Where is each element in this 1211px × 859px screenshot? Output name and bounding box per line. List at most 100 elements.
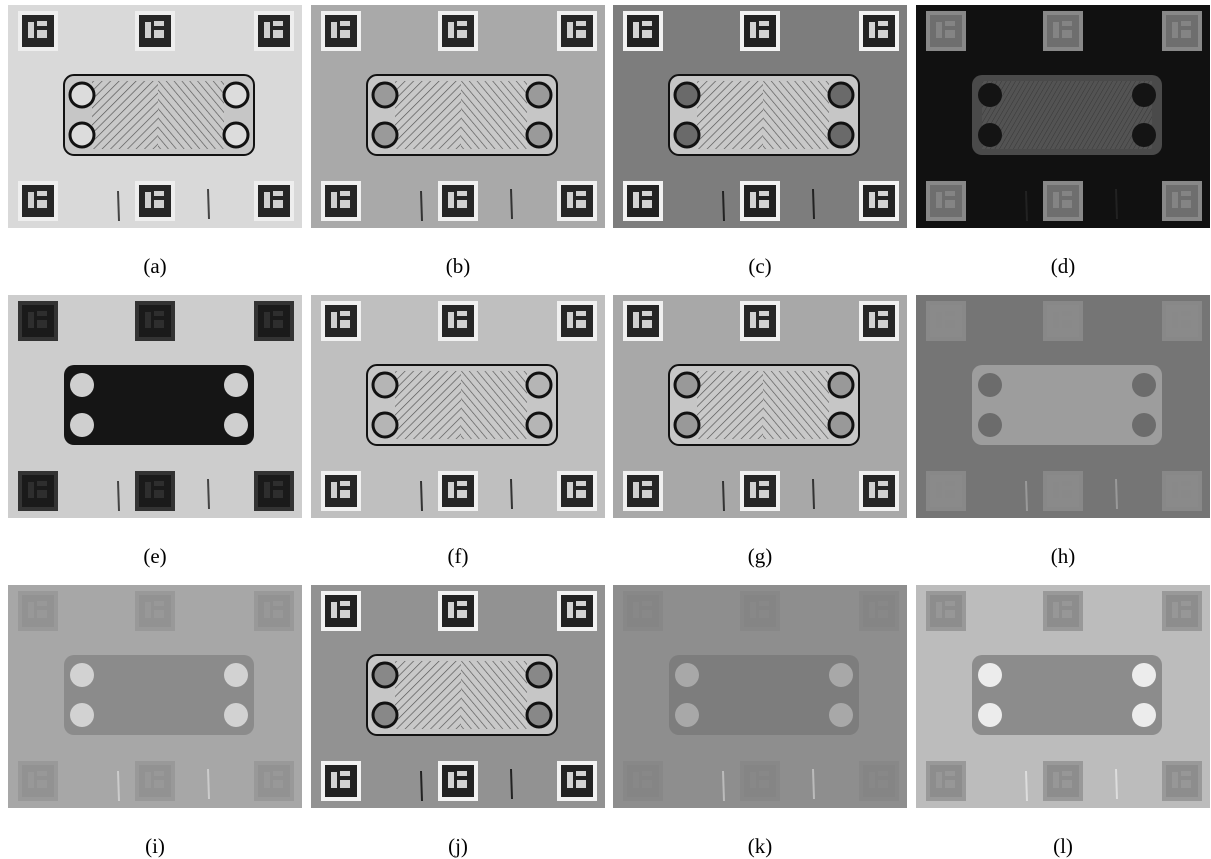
plate-pattern — [982, 81, 1152, 149]
marker-bit — [945, 30, 955, 38]
port-hole — [373, 703, 397, 727]
marker-bit — [340, 30, 350, 38]
marker-bit — [145, 482, 151, 498]
marker-bit — [945, 780, 955, 788]
image-panel — [8, 585, 302, 808]
marker-bit — [448, 602, 454, 618]
caption: (c) — [748, 254, 771, 278]
marker-bit — [457, 771, 467, 776]
port-hole — [675, 663, 699, 687]
port-hole — [224, 83, 248, 107]
marker-bit — [633, 602, 639, 618]
marker-bit — [945, 601, 955, 606]
port-hole — [527, 123, 551, 147]
marker-bit — [576, 200, 586, 208]
plate — [64, 655, 254, 735]
port-hole — [70, 123, 94, 147]
marker-bit — [273, 191, 283, 196]
marker-bit — [1053, 22, 1059, 38]
port-hole — [1132, 413, 1156, 437]
marker-bit — [750, 772, 756, 788]
port-hole — [1132, 83, 1156, 107]
port-hole — [70, 413, 94, 437]
port-hole — [829, 413, 853, 437]
caption: (b) — [446, 254, 471, 278]
marker-bit — [448, 312, 454, 328]
marker-bit — [759, 191, 769, 196]
marker-bit — [28, 192, 34, 208]
plate — [972, 365, 1162, 445]
marker-bit — [273, 610, 283, 618]
image-panel — [916, 295, 1210, 518]
marker-bit — [1181, 601, 1191, 606]
caption: (f) — [448, 544, 469, 568]
marker-bit — [642, 490, 652, 498]
marker-bit — [273, 481, 283, 486]
marker-bit — [576, 30, 586, 38]
port-hole — [224, 123, 248, 147]
marker-bit — [642, 200, 652, 208]
marker-bit — [154, 30, 164, 38]
plate — [972, 655, 1162, 735]
marker-bit — [145, 22, 151, 38]
marker-bit — [869, 192, 875, 208]
marker-bit — [1172, 312, 1178, 328]
marker-bit — [154, 771, 164, 776]
port-hole — [978, 83, 1002, 107]
marker-bit — [37, 30, 47, 38]
marker-bit — [759, 780, 769, 788]
marker-bit — [264, 312, 270, 328]
plate-pattern — [92, 81, 158, 149]
port-hole — [373, 83, 397, 107]
marker-bit — [340, 490, 350, 498]
marker-bit — [1181, 490, 1191, 498]
marker-bit — [759, 481, 769, 486]
marker-bit — [340, 21, 350, 26]
port-hole — [70, 83, 94, 107]
marker-bit — [37, 200, 47, 208]
marker-bit — [945, 481, 955, 486]
marker-bit — [457, 320, 467, 328]
marker-bit — [340, 780, 350, 788]
marker-bit — [145, 602, 151, 618]
marker-bit — [1181, 771, 1191, 776]
marker-bit — [145, 312, 151, 328]
port-hole — [224, 373, 248, 397]
caption: (d) — [1051, 254, 1076, 278]
marker-bit — [264, 772, 270, 788]
marker-bit — [1181, 481, 1191, 486]
marker-bit — [273, 601, 283, 606]
marker-bit — [28, 22, 34, 38]
marker-bit — [340, 601, 350, 606]
plate-pattern — [697, 81, 763, 149]
wire — [208, 189, 209, 219]
marker-bit — [1053, 312, 1059, 328]
wire — [118, 191, 119, 221]
marker-bit — [37, 21, 47, 26]
marker-bit — [331, 482, 337, 498]
marker-bit — [154, 601, 164, 606]
marker-bit — [750, 192, 756, 208]
marker-bit — [448, 772, 454, 788]
plate-pattern — [763, 81, 829, 149]
marker-bit — [154, 320, 164, 328]
marker-bit — [878, 320, 888, 328]
port-hole — [829, 663, 853, 687]
marker-bit — [264, 482, 270, 498]
marker-bit — [1062, 490, 1072, 498]
marker-bit — [1172, 602, 1178, 618]
marker-bit — [1062, 771, 1072, 776]
caption: (j) — [448, 834, 468, 858]
marker-bit — [759, 30, 769, 38]
marker-bit — [457, 30, 467, 38]
marker-bit — [936, 192, 942, 208]
marker-bit — [1053, 482, 1059, 498]
marker-bit — [1062, 30, 1072, 38]
marker-bit — [878, 490, 888, 498]
caption: (a) — [143, 254, 166, 278]
marker-bit — [878, 780, 888, 788]
wire — [208, 769, 209, 799]
wire — [723, 481, 724, 511]
plate-pattern — [395, 81, 461, 149]
marker-bit — [340, 320, 350, 328]
